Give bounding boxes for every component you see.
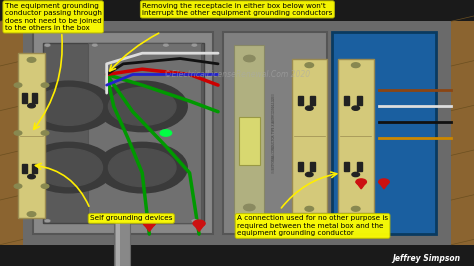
Bar bbox=[19, 21, 451, 245]
Circle shape bbox=[191, 43, 198, 47]
Text: A connection used for no other purpose is
required between the metal box and the: A connection used for no other purpose i… bbox=[237, 215, 388, 236]
Bar bbox=[0, 21, 23, 245]
Bar bbox=[32, 93, 36, 102]
Circle shape bbox=[356, 179, 366, 185]
Text: The equipment grounding
conductor passing through
does not need to be joined
to : The equipment grounding conductor passin… bbox=[5, 3, 101, 31]
Bar bbox=[88, 43, 201, 223]
Circle shape bbox=[352, 172, 359, 177]
Polygon shape bbox=[193, 223, 205, 231]
Circle shape bbox=[244, 55, 255, 62]
Text: Self grounding devices: Self grounding devices bbox=[90, 215, 173, 222]
Circle shape bbox=[244, 204, 255, 211]
Circle shape bbox=[14, 131, 22, 135]
Circle shape bbox=[41, 131, 49, 135]
Circle shape bbox=[97, 81, 187, 132]
Bar bbox=[114, 213, 130, 266]
Bar bbox=[32, 164, 36, 173]
Bar bbox=[451, 21, 474, 245]
Circle shape bbox=[35, 149, 102, 186]
Bar bbox=[345, 96, 349, 105]
Circle shape bbox=[109, 88, 176, 125]
Polygon shape bbox=[143, 223, 155, 231]
Bar bbox=[357, 162, 362, 171]
Circle shape bbox=[91, 43, 98, 47]
Bar bbox=[345, 162, 349, 171]
Bar bbox=[22, 164, 27, 173]
Bar bbox=[298, 96, 303, 105]
Circle shape bbox=[27, 212, 36, 217]
Bar bbox=[22, 93, 27, 102]
Circle shape bbox=[163, 43, 169, 47]
Circle shape bbox=[28, 103, 36, 108]
Circle shape bbox=[44, 219, 51, 223]
Circle shape bbox=[24, 142, 114, 193]
Bar bbox=[18, 53, 45, 218]
Polygon shape bbox=[356, 182, 366, 189]
Bar bbox=[310, 162, 315, 171]
Text: Removing the receptacle in either box below won't
interrupt the other equipment : Removing the receptacle in either box be… bbox=[142, 3, 333, 16]
Circle shape bbox=[44, 43, 51, 47]
Circle shape bbox=[193, 220, 205, 227]
Polygon shape bbox=[379, 182, 389, 189]
Circle shape bbox=[305, 106, 313, 110]
Circle shape bbox=[305, 63, 313, 68]
Bar bbox=[234, 45, 264, 221]
Circle shape bbox=[35, 88, 102, 125]
Circle shape bbox=[351, 63, 360, 68]
Bar bbox=[298, 162, 303, 171]
Circle shape bbox=[14, 184, 22, 188]
Circle shape bbox=[379, 179, 389, 185]
Bar bbox=[33, 32, 213, 234]
Circle shape bbox=[351, 206, 360, 211]
Text: IS OPTIONAL CONDUCTOR TYPE X ASTM C1392/L1200: IS OPTIONAL CONDUCTOR TYPE X ASTM C1392/… bbox=[272, 96, 276, 170]
Text: IS OPTIONAL CONDUCTOR TYPE X ASTM C1392/L1200: IS OPTIONAL CONDUCTOR TYPE X ASTM C1392/… bbox=[272, 93, 276, 173]
Circle shape bbox=[41, 83, 49, 87]
Circle shape bbox=[163, 219, 169, 223]
Bar bbox=[357, 96, 362, 105]
Bar bbox=[292, 59, 327, 213]
Circle shape bbox=[143, 220, 155, 227]
Bar bbox=[116, 213, 120, 266]
Circle shape bbox=[160, 130, 172, 136]
Circle shape bbox=[91, 219, 98, 223]
Bar bbox=[239, 117, 260, 165]
Bar bbox=[338, 59, 374, 213]
Circle shape bbox=[305, 206, 313, 211]
Circle shape bbox=[97, 142, 187, 193]
Text: Jeffrey Simpson: Jeffrey Simpson bbox=[392, 254, 460, 263]
Bar bbox=[223, 32, 327, 234]
Bar bbox=[43, 43, 204, 223]
Circle shape bbox=[352, 106, 359, 110]
Bar bbox=[310, 96, 315, 105]
Bar bbox=[332, 32, 436, 234]
Circle shape bbox=[27, 57, 36, 62]
Circle shape bbox=[109, 149, 176, 186]
Circle shape bbox=[191, 219, 198, 223]
Circle shape bbox=[41, 184, 49, 188]
Circle shape bbox=[28, 174, 36, 179]
Circle shape bbox=[24, 81, 114, 132]
Text: ©ElectricalLicenseRenewal.Com 2020: ©ElectricalLicenseRenewal.Com 2020 bbox=[164, 70, 310, 79]
Circle shape bbox=[305, 172, 313, 177]
Circle shape bbox=[14, 83, 22, 87]
